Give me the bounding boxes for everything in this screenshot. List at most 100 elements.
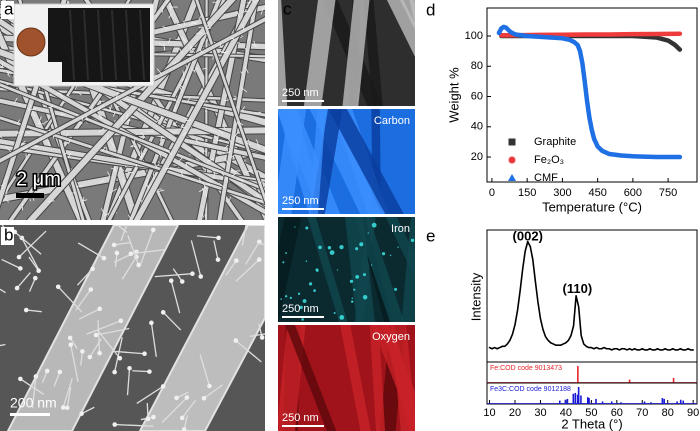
map-dot	[282, 261, 285, 264]
map-dot	[305, 226, 309, 230]
fibre-whisker	[189, 45, 195, 54]
nanotube-tip	[97, 350, 102, 356]
fibre-whisker	[174, 99, 179, 103]
map-fibre	[354, 217, 405, 322]
nanotube	[0, 288, 6, 294]
nanotube	[78, 308, 101, 320]
map-dot	[350, 300, 354, 303]
nanotube	[154, 273, 193, 278]
pattern-label: Fe3C:COD code 9012188	[490, 386, 571, 393]
map-dot	[302, 299, 307, 303]
nanotube	[77, 242, 105, 259]
fibre-whisker	[157, 189, 165, 193]
map-fibre	[303, 0, 336, 106]
eds-map-carbon	[278, 109, 415, 214]
nanotube-tip	[80, 349, 85, 354]
map-dot	[355, 274, 360, 279]
map-dot	[351, 297, 354, 300]
scale-bar	[282, 425, 324, 427]
fibre-whisker	[98, 104, 105, 111]
fibre-whisker	[182, 131, 187, 136]
panel-letter: d	[426, 0, 435, 19]
coin	[16, 27, 46, 57]
fibre-whisker	[146, 179, 148, 186]
nanotube-tip	[160, 310, 166, 315]
letter-background	[1, 227, 14, 245]
x-axis-title: Temperature (°C)	[542, 199, 642, 214]
fibre-whisker	[225, 151, 231, 154]
nanotube-tip	[179, 415, 185, 421]
nanotube	[146, 402, 149, 419]
scale-bar-label: 250 nm	[282, 412, 319, 424]
nanotube	[199, 354, 211, 387]
map-fibre	[307, 217, 348, 322]
x-tick-label: 30	[534, 407, 546, 419]
scale-bar-label: 200 nm	[10, 395, 57, 411]
nanotube	[21, 237, 41, 272]
fibre-whisker	[152, 173, 155, 181]
fibre-whisker	[264, 157, 265, 159]
nanotube	[28, 277, 36, 292]
nanotube	[235, 259, 260, 282]
fibre-whisker	[156, 68, 163, 75]
nanotube	[183, 415, 189, 430]
fibre-whisker	[245, 170, 253, 173]
map-dot	[353, 288, 356, 291]
fibre-whisker	[181, 126, 187, 129]
map-fibre	[328, 109, 404, 214]
nanotube	[75, 289, 92, 311]
fibre-whisker	[244, 47, 248, 53]
nanotube-tip	[190, 271, 195, 277]
nanotube-tip	[201, 395, 207, 401]
fibre-whisker	[6, 71, 10, 77]
nanotube	[235, 340, 262, 363]
nanotube	[114, 241, 131, 246]
map-fibre	[285, 325, 337, 431]
x-tick-label: 50	[585, 407, 597, 419]
nanotube-tip	[114, 250, 120, 256]
fibre-whisker	[173, 120, 178, 125]
fibre-whisker	[206, 183, 211, 186]
fibre-whisker	[133, 138, 136, 145]
fibre-whisker	[183, 20, 186, 26]
fibre-whisker	[106, 109, 111, 112]
fibre-whisker	[66, 0, 70, 3]
fibre-whisker	[199, 48, 203, 54]
fibre-whisker	[131, 144, 137, 148]
x-tick-label: 150	[518, 187, 536, 199]
nanotube	[114, 252, 118, 268]
x-tick-label: 60	[611, 407, 623, 419]
fibre-whisker	[34, 145, 40, 148]
nanotube	[181, 399, 197, 419]
y-axis-title: Weight %	[446, 67, 461, 123]
nanotube-tip	[60, 405, 66, 410]
fibre-whisker	[204, 214, 207, 219]
map-dot	[318, 245, 322, 250]
fibre	[0, 80, 265, 154]
nanotube	[95, 327, 130, 336]
nanotube	[241, 225, 247, 246]
fibre-whisker	[190, 21, 198, 23]
fibre-whisker	[28, 104, 32, 110]
fibre-whisker	[180, 170, 184, 177]
fibre-whisker	[179, 86, 183, 93]
nanotube-tip	[117, 355, 123, 361]
nanotube-tip	[198, 274, 204, 279]
fibre-whisker	[218, 182, 225, 189]
fibre-whisker	[138, 153, 142, 159]
cloth-fold	[83, 9, 89, 81]
fibre-whisker	[178, 84, 185, 89]
fibre-whisker	[206, 27, 212, 30]
fibre-whisker	[236, 122, 241, 128]
fibre-whisker	[215, 139, 222, 142]
nanotube-tip	[160, 384, 166, 389]
fibre-whisker	[16, 131, 22, 135]
fibre-whisker	[145, 183, 151, 191]
nanotube-tip	[36, 268, 41, 274]
data-line	[488, 240, 694, 351]
fibre-whisker	[206, 158, 215, 162]
nanotube-tip	[142, 351, 147, 357]
map-fibre	[310, 109, 343, 214]
map-dot	[394, 287, 398, 291]
fibre-whisker	[163, 43, 166, 51]
